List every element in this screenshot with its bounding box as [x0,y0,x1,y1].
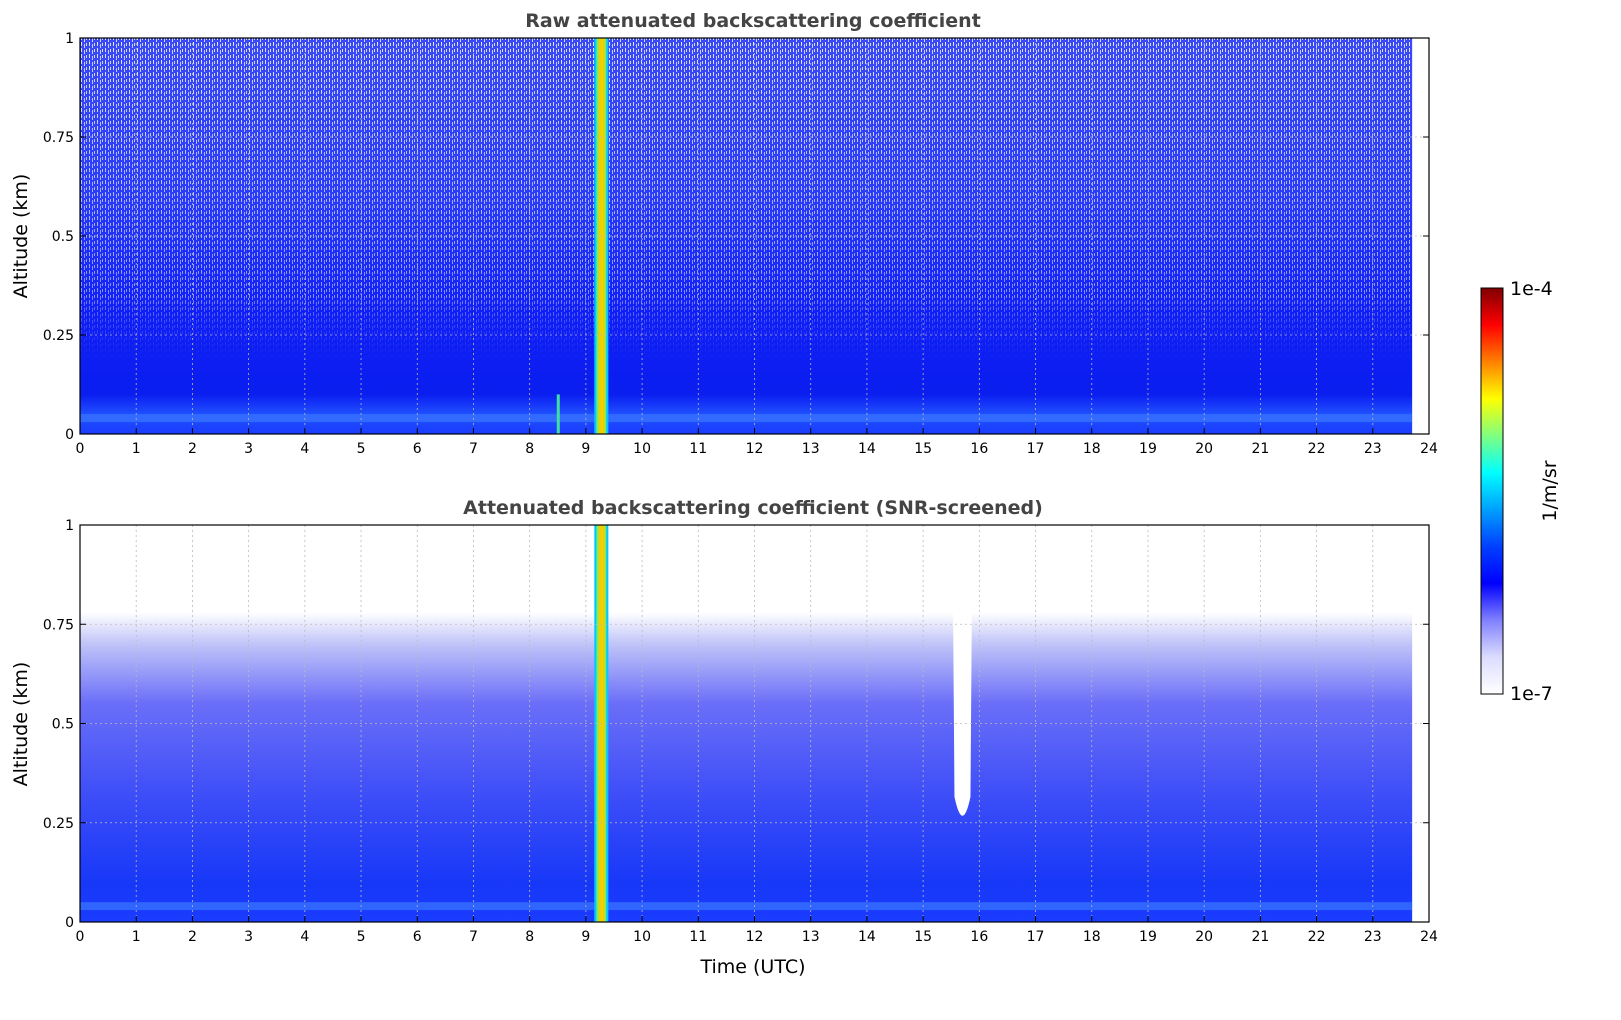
y-tick-label: 0.75 [43,130,74,146]
x-tick-label: 20 [1195,929,1213,945]
x-tick-label: 19 [1139,441,1157,457]
x-tick-label: 11 [689,441,707,457]
colorbar-min-label: 1e-7 [1510,683,1553,705]
x-tick-label: 22 [1308,441,1326,457]
x-tick-label: 3 [244,441,253,457]
y-tick-label: 0.25 [43,328,74,344]
x-tick-label: 6 [413,441,422,457]
colorbar-gradient [1480,287,1504,695]
y-axis-label: Altitude (km) [10,174,32,299]
y-tick-label: 0.75 [43,617,74,633]
x-tick-label: 8 [525,929,534,945]
y-axis-ticks: 0 0.25 0.5 0.75 1 [43,518,1429,931]
x-tick-label: 23 [1364,441,1382,457]
x-tick-label: 8 [525,441,534,457]
panel-snr-screened: Attenuated backscattering coefficient (S… [10,497,1438,978]
x-tick-label: 24 [1420,929,1438,945]
screened-gap [952,525,973,816]
colorbar-max-label: 1e-4 [1510,278,1553,300]
colorbar-unit-label: 1/m/sr [1539,460,1561,521]
x-tick-label: 21 [1251,929,1269,945]
x-tick-label: 0 [76,441,85,457]
x-tick-label: 23 [1364,929,1382,945]
x-tick-label: 18 [1083,929,1101,945]
y-tick-label: 1 [65,31,74,47]
y-tick-label: 0 [65,915,74,931]
x-tick-label: 12 [746,929,764,945]
x-tick-label: 2 [188,929,197,945]
x-tick-label: 20 [1195,441,1213,457]
x-tick-label: 11 [689,929,707,945]
x-tick-label: 4 [300,929,309,945]
x-tick-label: 16 [970,441,988,457]
x-tick-label: 17 [1027,441,1045,457]
x-tick-label: 15 [914,441,932,457]
x-tick-label: 3 [244,929,253,945]
surface-layer [80,414,1413,423]
y-axis-ticks: 0 0.25 0.5 0.75 1 [43,31,1429,443]
x-tick-label: 24 [1420,441,1438,457]
x-tick-label: 1 [132,929,141,945]
y-axis-label: Altitude (km) [10,662,32,787]
x-axis-ticks: 0 1 2 3 4 5 6 7 8 9 10 11 12 13 14 15 16 17 18 19 20 21 22 23 24 [76,916,1438,945]
x-tick-label: 9 [581,929,590,945]
x-tick-label: 0 [76,929,85,945]
panel-raw: Raw attenuated backscattering coefficien… [10,10,1438,457]
x-tick-label: 14 [858,929,876,945]
x-tick-label: 22 [1308,929,1326,945]
aerosol-plume [556,394,560,434]
chart-title: Attenuated backscattering coefficient (S… [463,497,1043,519]
y-tick-label: 0.25 [43,816,74,832]
y-tick-label: 1 [65,518,74,534]
x-tick-label: 5 [357,441,366,457]
x-tick-label: 15 [914,929,932,945]
x-axis-ticks: 0 1 2 3 4 5 6 7 8 9 10 11 12 13 14 15 16 17 18 19 20 21 22 23 24 [76,428,1438,457]
x-tick-label: 17 [1027,929,1045,945]
x-tick-label: 6 [413,929,422,945]
x-axis-label: Time (UTC) [699,956,805,978]
x-tick-label: 13 [802,929,820,945]
x-tick-label: 5 [357,929,366,945]
y-tick-label: 0.5 [52,717,74,733]
y-tick-label: 0 [65,427,74,443]
colorbar: 1e-4 1e-7 1/m/sr [1480,278,1561,705]
x-tick-label: 13 [802,441,820,457]
grid-lines [79,37,1430,435]
x-tick-label: 1 [132,441,141,457]
x-tick-label: 9 [581,441,590,457]
chart-title: Raw attenuated backscattering coefficien… [525,10,981,32]
x-tick-label: 7 [469,929,478,945]
x-tick-label: 10 [633,929,651,945]
y-tick-label: 0.5 [52,229,74,245]
x-tick-label: 10 [633,441,651,457]
x-tick-label: 16 [970,929,988,945]
x-tick-label: 12 [746,441,764,457]
x-tick-label: 19 [1139,929,1157,945]
x-tick-label: 7 [469,441,478,457]
x-tick-label: 4 [300,441,309,457]
surface-layer [80,902,1413,911]
x-tick-label: 21 [1251,441,1269,457]
x-tick-label: 14 [858,441,876,457]
x-tick-label: 2 [188,441,197,457]
x-tick-label: 18 [1083,441,1101,457]
